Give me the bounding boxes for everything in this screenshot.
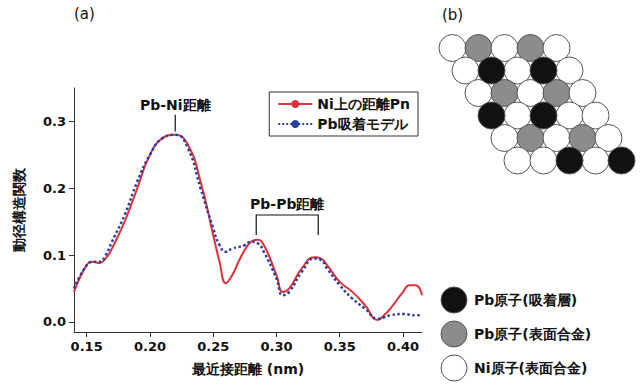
svg-text:Ni上の距離Pn: Ni上の距離Pn [317,96,410,112]
svg-text:0.20: 0.20 [134,339,166,354]
svg-text:0.15: 0.15 [71,339,103,354]
svg-text:Ni原子(表面合金): Ni原子(表面合金) [474,360,587,376]
svg-text:0.2: 0.2 [43,181,66,196]
svg-text:0.40: 0.40 [387,339,419,354]
svg-text:動径構造関数: 動径構造関数 [11,167,27,253]
svg-text:0.1: 0.1 [43,248,66,263]
svg-text:Pb原子(表面合金): Pb原子(表面合金) [474,326,591,342]
svg-text:Pb-Pb距離: Pb-Pb距離 [250,196,324,212]
svg-text:0.0: 0.0 [43,314,66,329]
svg-text:最近接距離 (nm): 最近接距離 (nm) [191,361,304,377]
svg-text:(a): (a) [74,5,95,23]
svg-text:0.35: 0.35 [324,339,356,354]
svg-text:Pb-Ni距離: Pb-Ni距離 [140,97,211,113]
svg-text:Pb原子(吸着層): Pb原子(吸着層) [474,292,577,308]
svg-text:Pb吸着モデル: Pb吸着モデル [317,116,408,132]
svg-text:0.30: 0.30 [260,339,292,354]
svg-text:0.25: 0.25 [197,339,229,354]
svg-text:0.3: 0.3 [43,114,66,129]
svg-text:(b): (b) [442,6,463,24]
